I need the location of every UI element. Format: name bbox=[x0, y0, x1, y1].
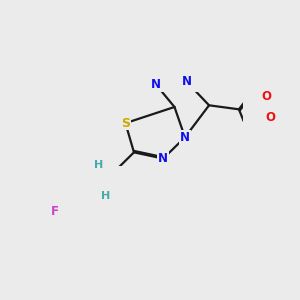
Text: N: N bbox=[158, 152, 168, 165]
Text: S: S bbox=[121, 117, 130, 130]
Text: N: N bbox=[151, 78, 161, 91]
Text: H: H bbox=[94, 160, 104, 170]
Text: F: F bbox=[51, 205, 59, 218]
Text: O: O bbox=[266, 111, 276, 124]
Text: H: H bbox=[101, 191, 110, 201]
Text: O: O bbox=[261, 90, 271, 103]
Text: N: N bbox=[182, 75, 191, 88]
Text: N: N bbox=[180, 131, 190, 144]
